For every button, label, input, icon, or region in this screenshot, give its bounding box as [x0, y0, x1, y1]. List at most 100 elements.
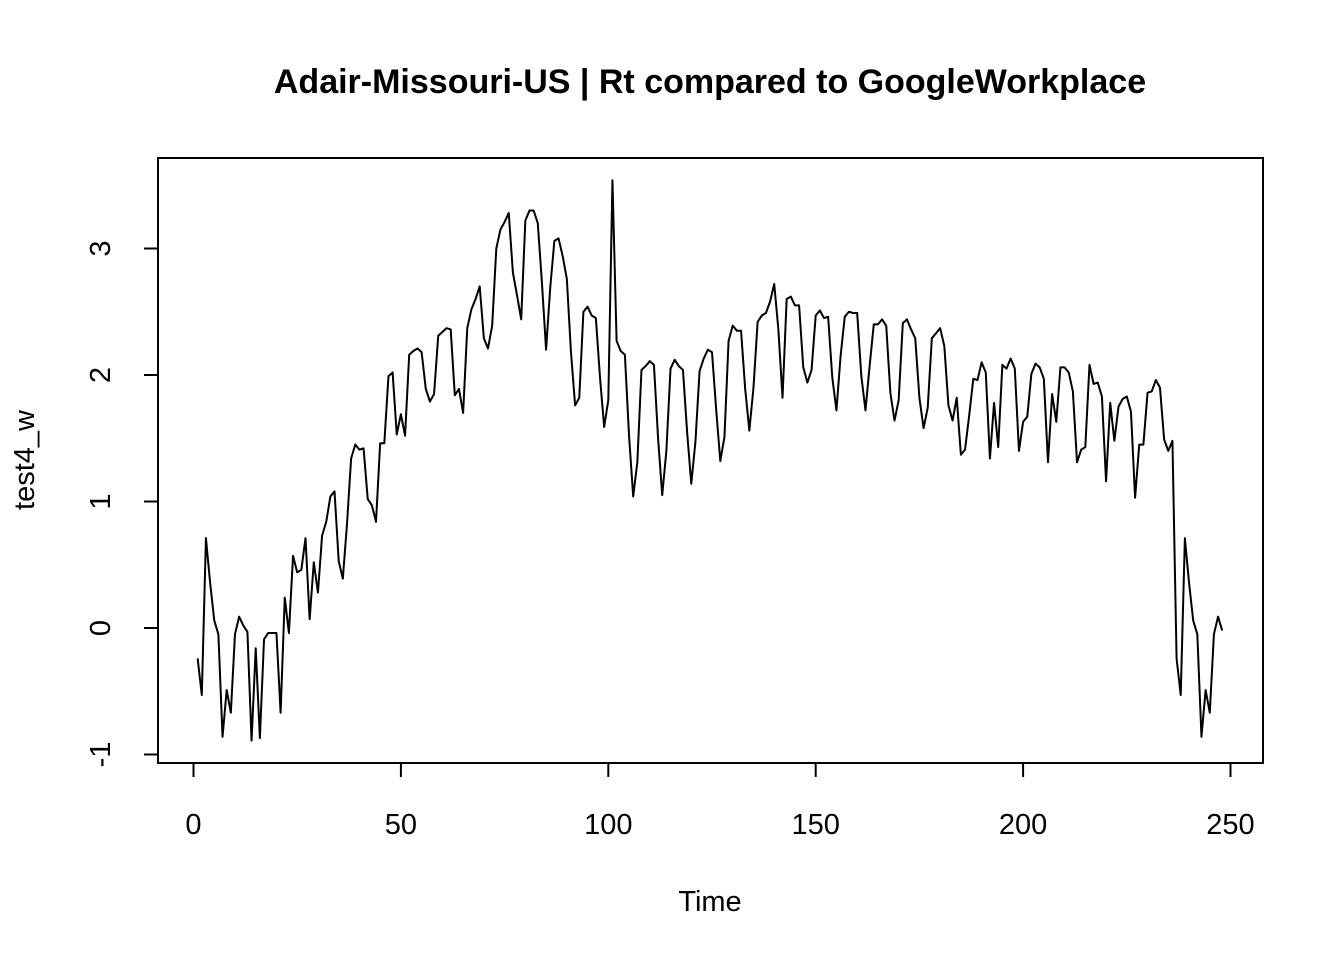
data-point — [461, 411, 465, 415]
data-point — [1108, 401, 1112, 405]
data-point — [996, 445, 1000, 449]
data-point — [872, 322, 876, 326]
data-point — [963, 448, 967, 452]
data-point — [1166, 449, 1170, 453]
data-point — [922, 426, 926, 430]
data-point — [975, 378, 979, 382]
data-point — [710, 350, 714, 354]
data-point — [287, 631, 291, 635]
data-point — [291, 554, 295, 558]
data-point — [345, 522, 349, 526]
data-point — [440, 330, 444, 334]
data-point — [1038, 365, 1042, 369]
data-point — [772, 282, 776, 286]
data-point — [760, 314, 764, 318]
data-point — [469, 307, 473, 311]
data-point — [893, 419, 897, 423]
data-point — [1191, 618, 1195, 622]
data-point — [407, 353, 411, 357]
data-point — [689, 482, 693, 486]
data-point — [229, 711, 233, 715]
data-point — [581, 310, 585, 314]
data-point — [822, 316, 826, 320]
data-point — [1013, 367, 1017, 371]
data-point — [1199, 735, 1203, 739]
data-point — [1009, 357, 1013, 361]
data-point — [1150, 389, 1154, 393]
data-point — [917, 396, 921, 400]
data-point — [320, 534, 324, 538]
data-point — [196, 656, 200, 660]
data-point — [424, 387, 428, 391]
data-point — [980, 360, 984, 364]
data-point — [1137, 443, 1141, 447]
x-tick-label: 150 — [792, 809, 840, 841]
data-point — [573, 403, 577, 407]
data-point — [685, 430, 689, 434]
data-point — [727, 339, 731, 343]
data-point — [490, 324, 494, 328]
data-point — [1021, 420, 1025, 424]
y-axis: -1 0 1 2 3 — [85, 240, 159, 767]
data-point — [793, 303, 797, 307]
data-point — [955, 396, 959, 400]
data-point — [333, 489, 337, 493]
y-tick-label: 0 — [85, 620, 117, 636]
chart-title: Adair-Missouri-US | Rt compared to Googl… — [274, 63, 1146, 101]
x-axis-label: Time — [678, 886, 741, 918]
data-point — [503, 220, 507, 224]
x-tick-label: 200 — [999, 809, 1047, 841]
data-point — [967, 413, 971, 417]
data-point — [731, 324, 735, 328]
data-point — [391, 370, 395, 374]
data-point — [1046, 460, 1050, 464]
data-point — [274, 631, 278, 635]
data-point — [478, 284, 482, 288]
data-point — [951, 419, 955, 423]
data-point — [905, 317, 909, 321]
data-point — [432, 392, 436, 396]
data-point — [859, 374, 863, 378]
data-point — [1204, 688, 1208, 692]
data-point — [768, 300, 772, 304]
data-point — [739, 329, 743, 333]
data-point — [669, 367, 673, 371]
data-point — [1129, 410, 1133, 414]
data-point — [926, 406, 930, 410]
data-point — [1162, 438, 1166, 442]
data-point — [946, 403, 950, 407]
data-point — [1083, 445, 1087, 449]
data-point — [1158, 386, 1162, 390]
data-point — [901, 321, 905, 325]
data-point — [482, 336, 486, 340]
data-point — [992, 401, 996, 405]
data-point — [610, 178, 614, 182]
data-point — [1054, 420, 1058, 424]
data-point — [764, 311, 768, 315]
data-point — [266, 631, 270, 635]
data-point — [532, 209, 536, 213]
data-point — [507, 211, 511, 215]
data-point — [283, 596, 287, 600]
data-point — [747, 429, 751, 433]
data-point — [308, 617, 312, 621]
data-point — [1063, 365, 1067, 369]
data-point — [1071, 389, 1075, 393]
data-point — [411, 349, 415, 353]
data-point — [382, 441, 386, 445]
data-point — [635, 460, 639, 464]
data-point — [341, 577, 345, 581]
data-point — [909, 327, 913, 331]
data-point — [938, 326, 942, 330]
data-point — [664, 449, 668, 453]
data-point — [1058, 365, 1062, 369]
data-point — [436, 334, 440, 338]
data-point — [839, 354, 843, 358]
data-point — [362, 446, 366, 450]
data-point — [830, 376, 834, 380]
data-point — [420, 350, 424, 354]
data-point — [303, 536, 307, 540]
data-point — [498, 228, 502, 232]
data-point — [1092, 382, 1096, 386]
